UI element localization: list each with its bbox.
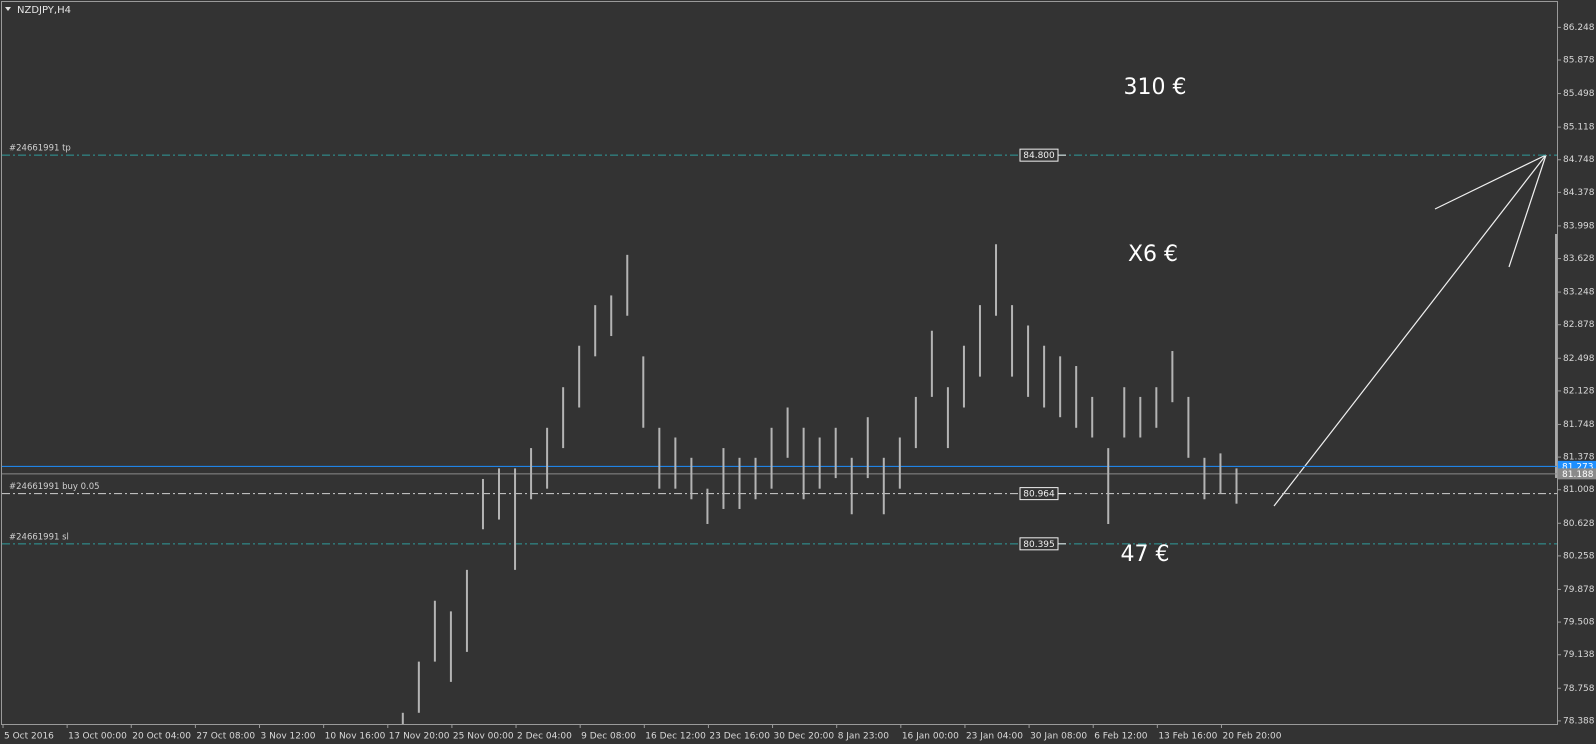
- x-tick-label: 30 Jan 08:00: [1030, 732, 1087, 742]
- x-tick-label: 16 Dec 12:00: [645, 732, 706, 742]
- x-tick-label: 20 Oct 04:00: [132, 732, 191, 742]
- order-price-label: 80.964: [1023, 490, 1055, 500]
- y-tick-label: 78.388: [1563, 716, 1595, 726]
- plot-border: [1, 1, 1558, 725]
- y-tick-label: 79.508: [1563, 618, 1595, 628]
- order-price-label: 84.800: [1023, 151, 1055, 161]
- y-tick-label: 79.878: [1563, 585, 1595, 595]
- y-tick-label: 85.118: [1563, 123, 1595, 133]
- symbol-title: NZDJPY,H4: [17, 5, 71, 16]
- x-tick-label: 23 Dec 16:00: [709, 732, 770, 742]
- x-tick-label: 20 Feb 20:00: [1222, 732, 1281, 742]
- x-tick-label: 5 Oct 2016: [4, 732, 54, 742]
- arrow-shaft: [1273, 154, 1547, 507]
- price-box-label: 81.188: [1562, 470, 1594, 480]
- order-line-label: #24661991 buy 0.05: [9, 482, 100, 492]
- x-tick-label: 17 Nov 20:00: [389, 732, 450, 742]
- y-tick-label: 80.258: [1563, 551, 1595, 561]
- y-tick-label: 85.878: [1563, 56, 1595, 66]
- x-tick-label: 3 Nov 12:00: [261, 732, 316, 742]
- arrow-head: [1434, 154, 1547, 210]
- y-tick-label: 86.248: [1563, 23, 1595, 33]
- x-tick-label: 27 Oct 08:00: [196, 732, 255, 742]
- y-tick-label: 84.748: [1563, 155, 1595, 165]
- x-tick-label: 23 Jan 04:00: [966, 732, 1023, 742]
- x-tick-label: 6 Feb 12:00: [1094, 732, 1148, 742]
- x-tick-label: 13 Oct 00:00: [68, 732, 127, 742]
- y-tick-label: 83.998: [1563, 221, 1595, 231]
- y-tick-label: 80.628: [1563, 519, 1595, 529]
- y-tick-label: 78.758: [1563, 684, 1595, 694]
- y-tick-label: 81.748: [1563, 420, 1595, 430]
- annotation: 47 €: [1121, 542, 1170, 567]
- x-tick-label: 16 Jan 00:00: [902, 732, 959, 742]
- arrow-head: [1508, 154, 1547, 268]
- x-tick-label: 2 Dec 04:00: [517, 732, 572, 742]
- x-tick-label: 10 Nov 16:00: [325, 732, 386, 742]
- y-tick-label: 79.138: [1563, 650, 1595, 660]
- x-tick-label: 9 Dec 08:00: [581, 732, 636, 742]
- plot-area: [2, 154, 1557, 724]
- y-tick-label: 83.248: [1563, 288, 1595, 298]
- menu-triangle[interactable]: [5, 7, 11, 11]
- y-tick-label: 81.008: [1563, 485, 1595, 495]
- annotation: 310 €: [1124, 75, 1187, 100]
- y-tick-label: 82.128: [1563, 386, 1595, 396]
- y-tick-label: 84.378: [1563, 188, 1595, 198]
- order-line-label: #24661991 tp: [9, 144, 71, 154]
- y-tick-label: 82.878: [1563, 320, 1595, 330]
- y-tick-label: 82.498: [1563, 354, 1595, 364]
- y-tick-label: 83.628: [1563, 254, 1595, 264]
- x-tick-label: 30 Dec 20:00: [774, 732, 835, 742]
- order-price-label: 80.395: [1023, 540, 1055, 550]
- price-box-label: 81.273: [1562, 462, 1594, 472]
- annotation: X6 €: [1128, 242, 1178, 267]
- x-tick-label: 8 Jan 23:00: [838, 732, 890, 742]
- order-line-label: #24661991 sl: [9, 532, 69, 542]
- x-tick-label: 13 Feb 16:00: [1158, 732, 1217, 742]
- price-box: [1558, 468, 1596, 480]
- y-tick-label: 85.498: [1563, 89, 1595, 99]
- y-tick-label: 81.378: [1563, 453, 1595, 463]
- x-tick-label: 25 Nov 00:00: [453, 732, 514, 742]
- price-box: [1558, 460, 1596, 472]
- trend-arrow: [1273, 154, 1547, 507]
